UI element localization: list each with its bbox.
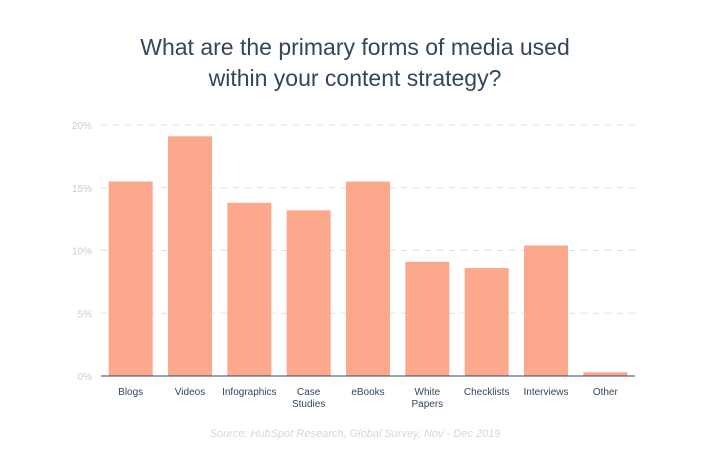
x-tick-label: Case Studies: [292, 387, 325, 410]
bar: [524, 245, 568, 376]
bar: [108, 181, 153, 376]
bar: [346, 181, 390, 376]
x-axis-labels: Blogs Videos Infographics Case Studies eBooks…: [118, 387, 618, 410]
bars: [108, 136, 628, 376]
x-tick-label: Other: [593, 387, 619, 398]
bar: [168, 136, 212, 376]
x-tick-label: Infographics: [222, 387, 276, 398]
y-tick-label: 20%: [72, 121, 92, 132]
bar: [227, 202, 272, 376]
bar: [286, 210, 331, 376]
bar: [464, 268, 509, 376]
bar-chart: 0% 5% 10% 15% 20% Blogs Videos Infographics Cas…: [72, 121, 635, 410]
y-tick-label: 0%: [78, 372, 93, 383]
y-tick-label: 15%: [72, 184, 92, 195]
source-note: Source: HubSpot Research, Global Survey,…: [209, 428, 501, 440]
chart-title: What are the primary forms of media used…: [0, 32, 710, 94]
x-tick-label: White Papers: [411, 387, 443, 410]
x-tick-label: Blogs: [118, 387, 143, 398]
x-tick-label: Interviews: [523, 387, 568, 398]
bar: [583, 372, 628, 376]
chart-title-line-1: What are the primary forms of media used: [140, 34, 570, 60]
x-tick-label: Checklists: [464, 387, 510, 398]
bar: [405, 261, 450, 376]
x-tick-label: eBooks: [351, 387, 384, 398]
y-tick-label: 5%: [78, 309, 93, 320]
y-tick-label: 10%: [72, 247, 92, 258]
chart-title-line-2: within your content strategy?: [208, 65, 502, 91]
y-axis-ticks: 0% 5% 10% 15% 20%: [72, 121, 92, 383]
x-tick-label: Videos: [175, 387, 205, 398]
